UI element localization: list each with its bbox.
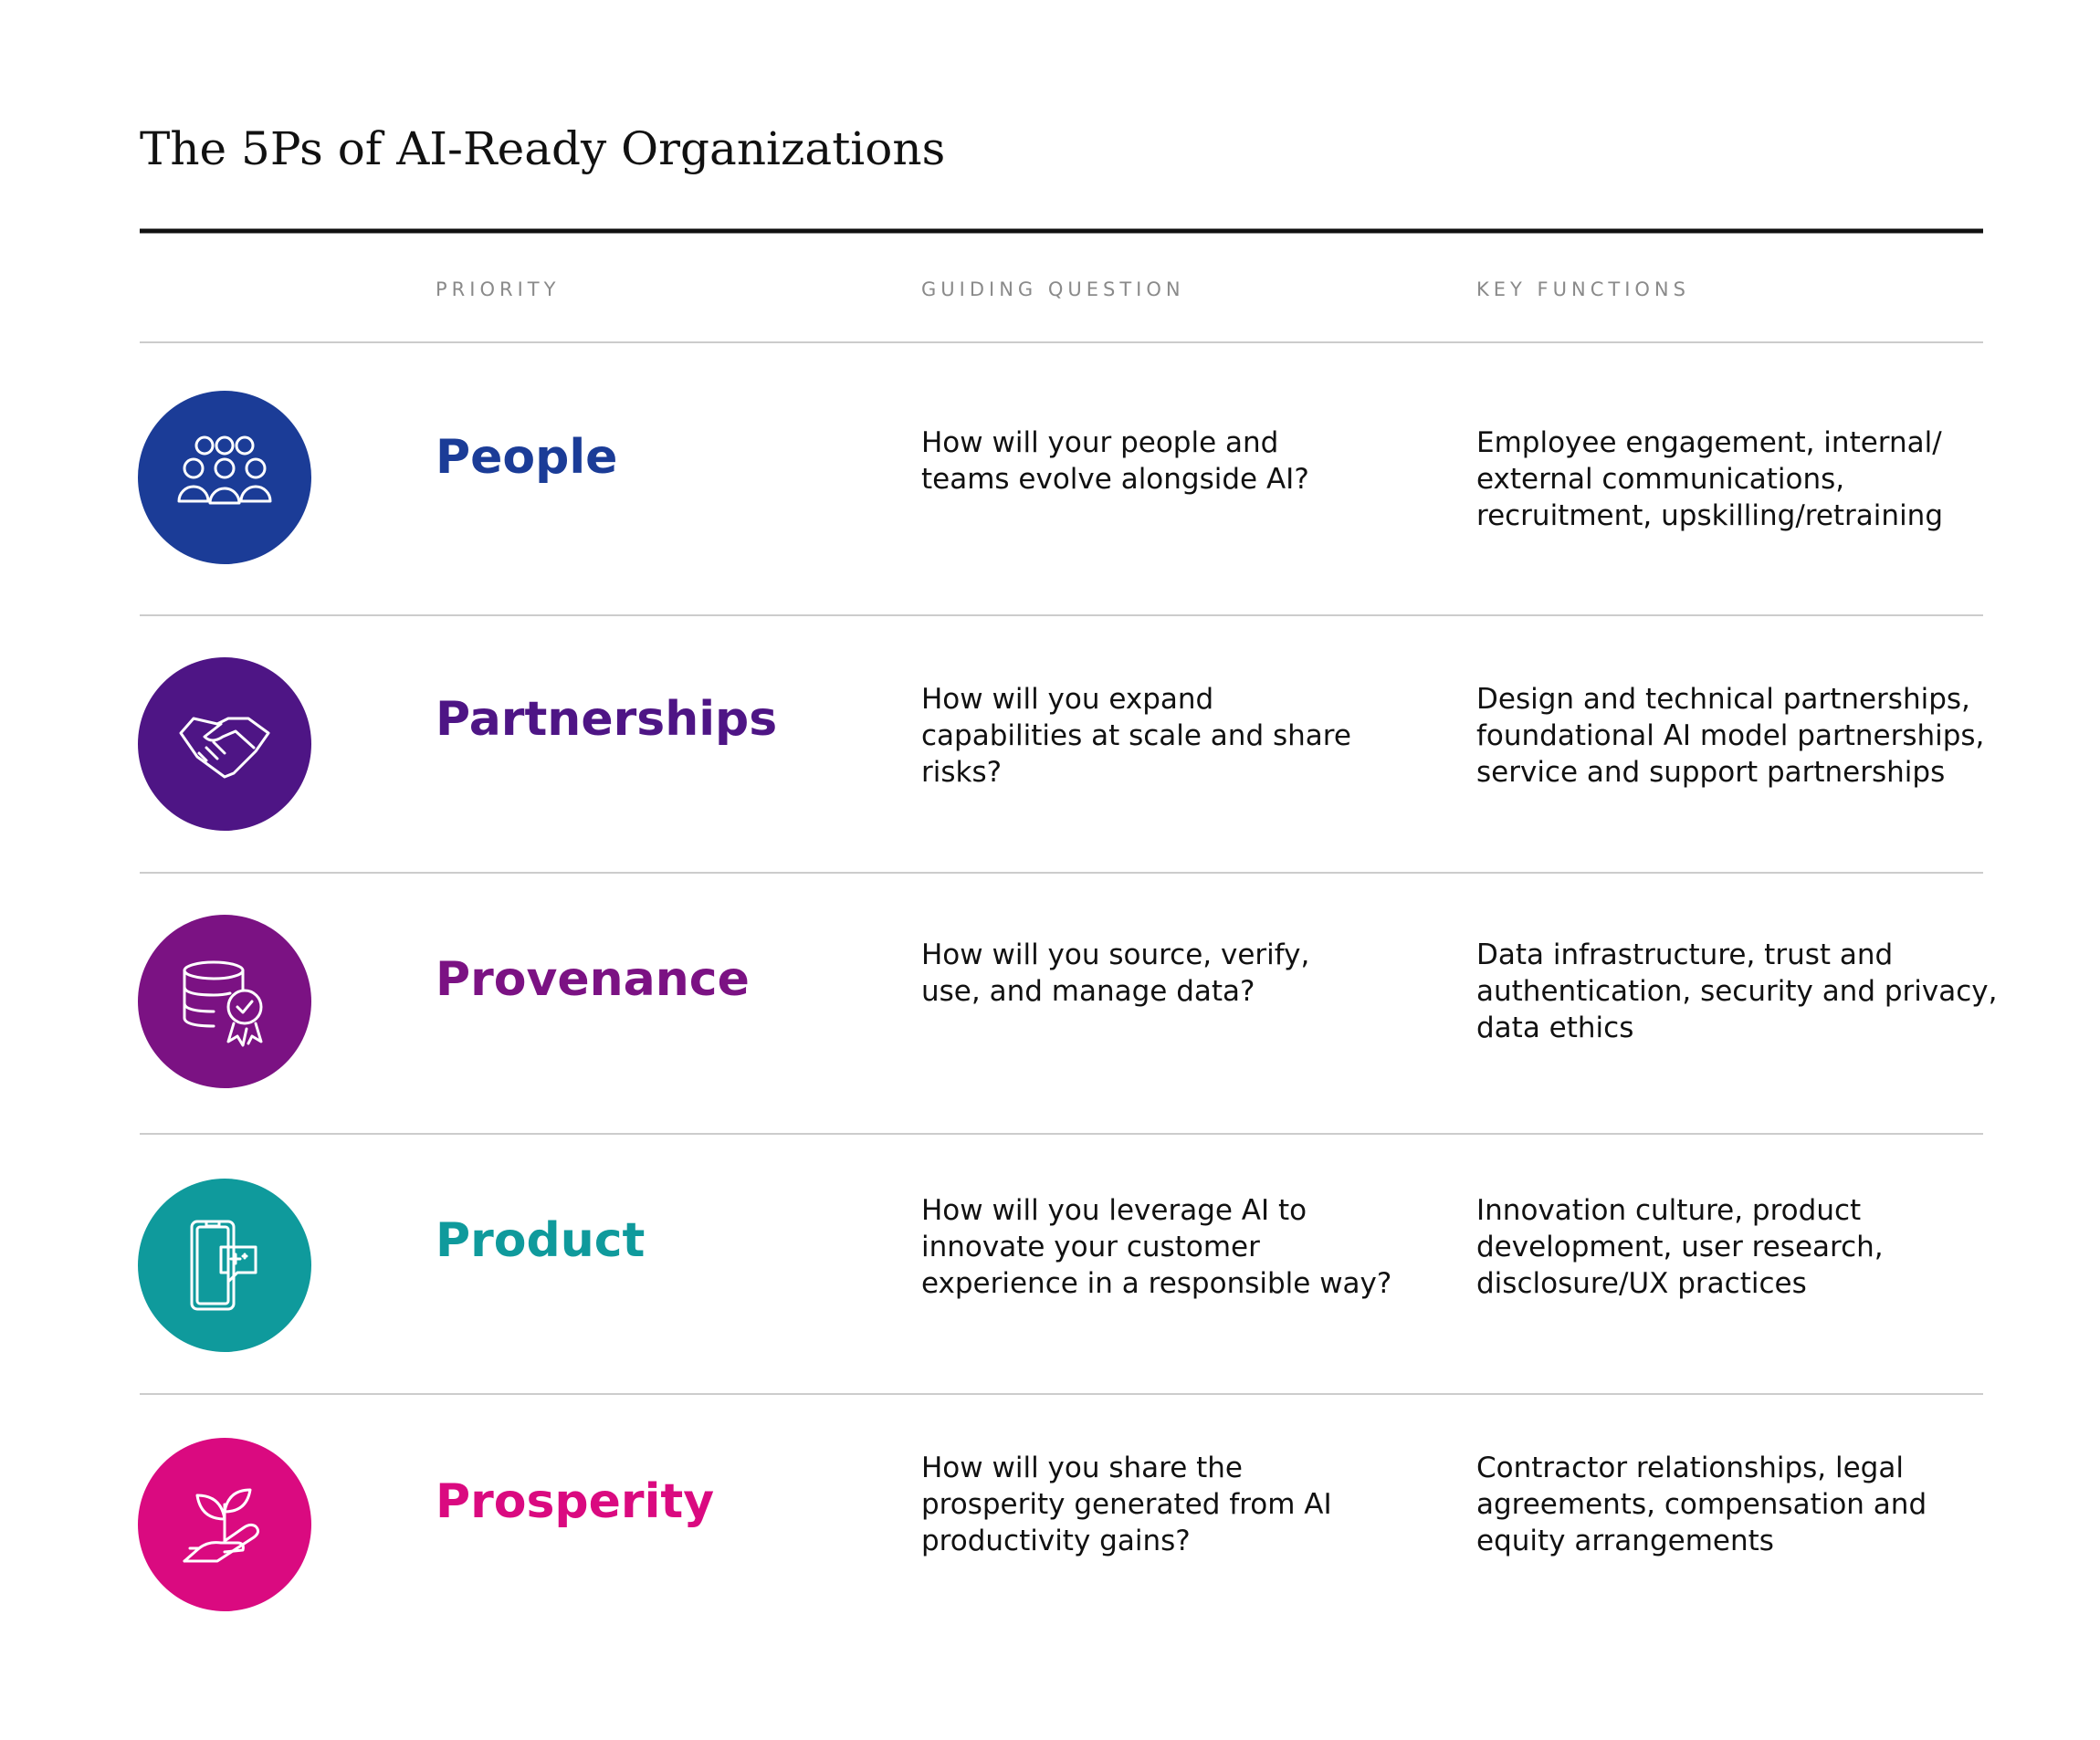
text-line: innovate your customer [921, 1231, 1260, 1263]
text-line: service and support partnerships [1476, 756, 1946, 789]
text-line: use, and manage data? [921, 975, 1255, 1008]
text-line: equity arrangements [1476, 1525, 1774, 1557]
functions-cell: Design and technical partnerships, founda… [1476, 681, 1984, 791]
priority-label: Product [436, 1213, 646, 1268]
text-line: How will your people and [921, 426, 1279, 459]
text-line: disclosure/UX practices [1476, 1267, 1807, 1300]
text-line: Contractor relationships, legal [1476, 1452, 1904, 1484]
text-line: external communications, [1476, 463, 1845, 496]
title: The 5Ps of AI-Ready Organizations [140, 122, 946, 175]
text-line: Design and technical partnerships, [1476, 683, 1970, 716]
plant-icon [183, 1488, 260, 1563]
question-cell: How will you leverage AI to innovate your… [921, 1192, 1391, 1302]
text-line: Innovation culture, product [1476, 1194, 1862, 1227]
text-line: How will you share the [921, 1452, 1244, 1484]
priority-label: People [436, 430, 618, 485]
text-line: capabilities at scale and share [921, 719, 1351, 752]
text-line: teams evolve alongside AI? [921, 463, 1309, 496]
priority-label: Partnerships [436, 692, 778, 747]
people-icon [177, 435, 272, 505]
functions-cell: Data infrastructure, trust and authentica… [1476, 937, 1998, 1046]
question-cell: How will you expand capabilities at scale… [921, 681, 1351, 791]
text-line: How will you expand [921, 683, 1214, 716]
column-header: PRIORITY [436, 278, 561, 300]
text-line: Employee engagement, internal/ [1476, 426, 1942, 459]
data-icon [183, 960, 263, 1047]
text-line: productivity gains? [921, 1525, 1191, 1557]
text-line: development, user research, [1476, 1231, 1884, 1263]
text-line: How will you leverage AI to [921, 1194, 1307, 1227]
priority-badge [138, 657, 311, 831]
question-cell: How will you source, verify, use, and man… [921, 937, 1309, 1010]
handshake-icon [179, 717, 270, 779]
text-line: prosperity generated from AI [921, 1488, 1332, 1521]
functions-cell: Innovation culture, product development, … [1476, 1192, 1884, 1302]
question-cell: How will your people and teams evolve alo… [921, 425, 1309, 498]
text-line: experience in a responsible way? [921, 1267, 1392, 1300]
priority-label: Provenance [436, 952, 750, 1007]
text-line: Data infrastructure, trust and [1476, 938, 1894, 971]
priority-badge [138, 1179, 311, 1352]
priority-label: Prosperity [436, 1474, 715, 1529]
column-header: GUIDING QUESTION [921, 278, 1185, 300]
phone-icon [190, 1220, 257, 1311]
text-line: authentication, security and privacy, [1476, 975, 1998, 1008]
text-line: data ethics [1476, 1012, 1634, 1044]
column-header: KEY FUNCTIONS [1476, 278, 1690, 300]
functions-cell: Employee engagement, internal/external c… [1476, 425, 1943, 534]
text-line: foundational AI model partnerships, [1476, 719, 1985, 752]
text-line: recruitment, upskilling/retraining [1476, 499, 1944, 532]
question-cell: How will you share the prosperity generat… [921, 1450, 1332, 1559]
functions-cell: Contractor relationships, legal agreement… [1476, 1450, 1927, 1559]
priority-badge [138, 915, 311, 1088]
text-line: risks? [921, 756, 1003, 789]
text-line: How will you source, verify, [921, 938, 1310, 971]
text-line: agreements, compensation and [1476, 1488, 1927, 1521]
